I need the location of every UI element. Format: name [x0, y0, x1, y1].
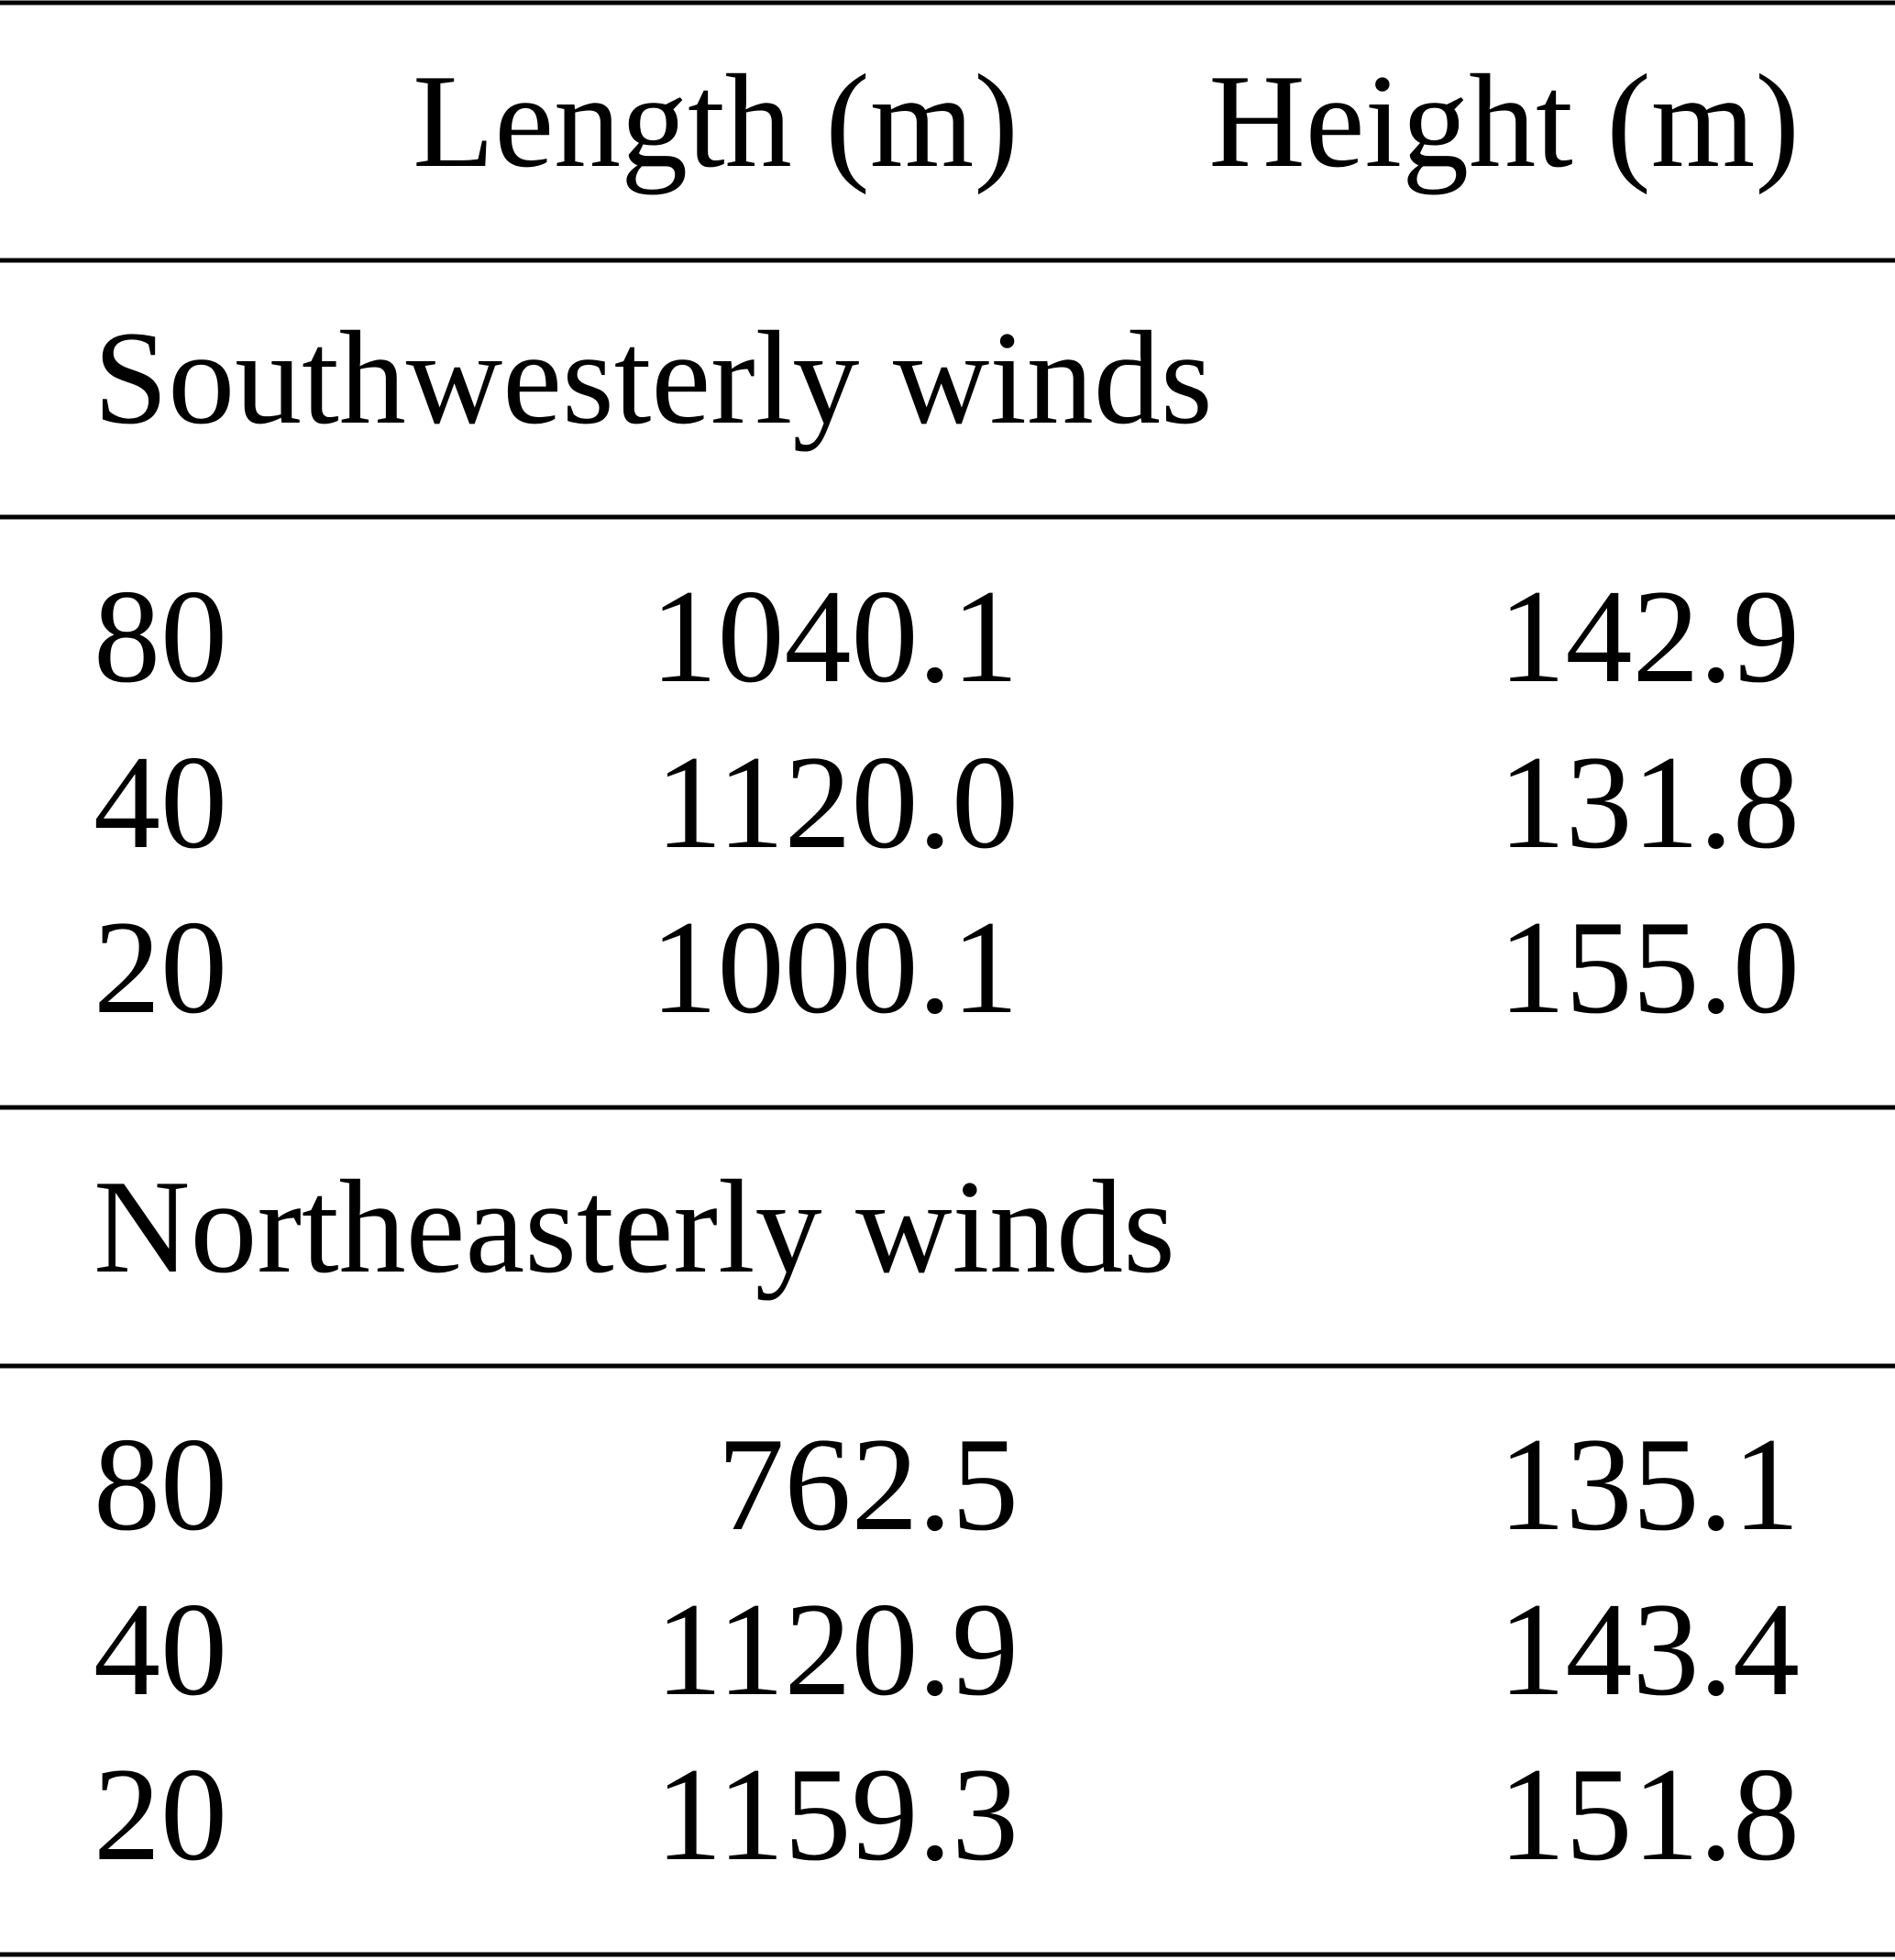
cell: 20	[94, 1740, 227, 1888]
cell: 20	[94, 893, 227, 1041]
column-header: Height (m)	[1208, 47, 1800, 195]
cell: 762.5	[718, 1410, 1019, 1558]
cell: 131.8	[1499, 728, 1801, 876]
cell: 1040.1	[651, 562, 1019, 710]
column-header: Length (m)	[413, 47, 1019, 195]
cell: 40	[94, 728, 227, 876]
section-title: Southwesterly winds	[94, 303, 1213, 452]
cell: 1120.0	[656, 728, 1019, 876]
cell: 1000.1	[651, 893, 1019, 1041]
cell: 155.0	[1499, 893, 1801, 1041]
section-title: Northeasterly winds	[94, 1152, 1175, 1301]
cell: 143.4	[1499, 1575, 1801, 1723]
cell: 1159.3	[656, 1740, 1019, 1888]
cell: 80	[94, 1410, 227, 1558]
cell: 80	[94, 562, 227, 710]
cell: 40	[94, 1575, 227, 1723]
cell: 1120.9	[656, 1575, 1019, 1723]
cell: 142.9	[1499, 562, 1801, 710]
cell: 135.1	[1499, 1410, 1801, 1558]
cell: 151.8	[1499, 1740, 1801, 1888]
